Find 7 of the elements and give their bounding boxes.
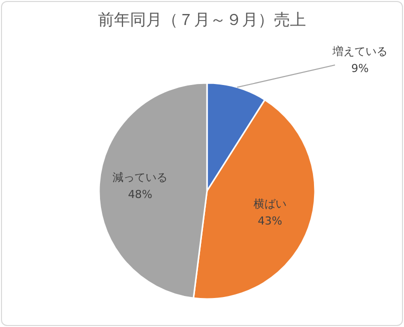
data-label: 9%	[351, 62, 369, 75]
slice-label: 横ばい	[254, 198, 286, 211]
slice-label: 増えている	[332, 45, 388, 58]
chart-title: 前年同月（７月～９月）売上	[97, 10, 307, 31]
slice-label: 減っている	[112, 170, 168, 184]
data-label: 48%	[128, 188, 152, 201]
data-label: 43%	[258, 214, 282, 228]
